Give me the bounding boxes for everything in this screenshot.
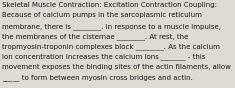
Text: movement exposes the binding sites of the actin filaments, allow: movement exposes the binding sites of th… — [2, 64, 231, 70]
Text: membrane, there is ________. In response to a muscle impulse,: membrane, there is ________. In response… — [2, 23, 221, 30]
Text: tropmyosin-troponin complexes block ________. As the calcium: tropmyosin-troponin complexes block ____… — [2, 43, 220, 50]
Text: the membranes of the cisternae ________. At rest, the: the membranes of the cisternae ________.… — [2, 33, 189, 40]
Text: _____ to form between myosin cross bridges and actin.: _____ to form between myosin cross bridg… — [2, 74, 193, 81]
Text: ion concentration increases the calcium ions _______ - this: ion concentration increases the calcium … — [2, 54, 206, 60]
Text: Because of calcium pumps in the sarcoplasmic reticulum: Because of calcium pumps in the sarcopla… — [2, 12, 202, 18]
Text: Skeletal Muscle Contraction: Excitation Contraction Coupling:: Skeletal Muscle Contraction: Excitation … — [2, 2, 217, 8]
